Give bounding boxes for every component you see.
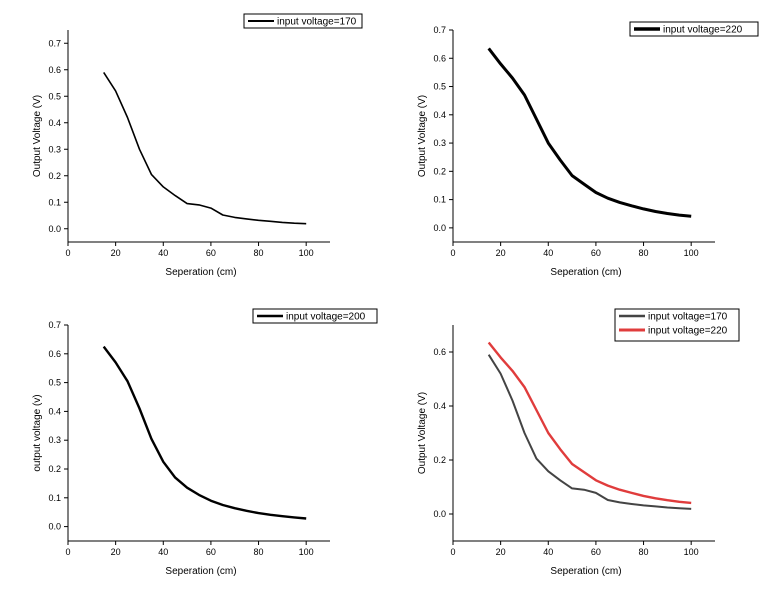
x-tick-label: 0 bbox=[65, 547, 70, 557]
x-axis-label: Seperation (cm) bbox=[165, 267, 236, 278]
x-tick-label: 100 bbox=[684, 547, 699, 557]
y-tick-label: 0.1 bbox=[48, 493, 61, 503]
x-tick-label: 100 bbox=[299, 248, 314, 258]
x-tick-label: 20 bbox=[496, 547, 506, 557]
x-tick-label: 100 bbox=[299, 547, 314, 557]
x-tick-label: 80 bbox=[254, 248, 264, 258]
legend-box bbox=[243, 13, 363, 29]
chart-2: 0 20 40 60 80 100 0.0 0.1 0.2 0.3 0.4 0.5 0.6 0.7 Sepe… bbox=[417, 21, 759, 278]
x-tick-label: 0 bbox=[450, 547, 455, 557]
y-tick-label: 0.4 bbox=[433, 110, 446, 120]
x-tick-label: 20 bbox=[111, 248, 121, 258]
chart-1: 0 20 40 60 80 100 0.0 0.1 0.2 0.3 0.4 0.5 0.6 0.7 Sepe… bbox=[32, 13, 363, 278]
y-tick-label: 0.3 bbox=[48, 144, 61, 154]
x-tick-label: 20 bbox=[496, 248, 506, 258]
x-tick-label: 40 bbox=[158, 248, 168, 258]
y-tick-label: 0.4 bbox=[48, 406, 61, 416]
series-line bbox=[102, 345, 307, 520]
x-tick-label: 40 bbox=[543, 547, 553, 557]
chart-3: 0 20 40 60 80 100 0.0 0.1 0.2 0.3 0.4 0.5 0.6 0.7 Sepe… bbox=[32, 308, 378, 577]
x-tick-label: 0 bbox=[65, 248, 70, 258]
y-tick-label: 0.0 bbox=[48, 522, 61, 532]
y-axis-label: Output Voltage (V) bbox=[417, 95, 428, 177]
y-axis-label: output voltage (v) bbox=[32, 394, 43, 471]
legend-label: input voltage=200 bbox=[286, 312, 366, 323]
y-tick-label: 0.6 bbox=[48, 349, 61, 359]
y-tick-label: 0.0 bbox=[433, 223, 446, 233]
y-axis-label: Output Voltage (V) bbox=[417, 392, 428, 474]
y-tick-label: 0.2 bbox=[433, 455, 446, 465]
y-tick-label: 0.6 bbox=[433, 347, 446, 357]
x-tick-label: 40 bbox=[158, 547, 168, 557]
y-tick-label: 0.0 bbox=[48, 224, 61, 234]
x-tick-label: 60 bbox=[591, 547, 601, 557]
y-tick-label: 0.4 bbox=[433, 401, 446, 411]
x-tick-label: 60 bbox=[591, 248, 601, 258]
x-tick-label: 100 bbox=[684, 248, 699, 258]
series-line bbox=[103, 71, 307, 225]
series-line bbox=[487, 47, 692, 218]
y-tick-label: 0.3 bbox=[433, 138, 446, 148]
x-tick-label: 60 bbox=[206, 547, 216, 557]
legend-label: input voltage=170 bbox=[277, 17, 357, 28]
y-tick-label: 0.3 bbox=[48, 435, 61, 445]
y-tick-label: 0.2 bbox=[433, 166, 446, 176]
y-tick-label: 0.2 bbox=[48, 464, 61, 474]
y-tick-label: 0.5 bbox=[48, 91, 61, 101]
x-tick-label: 80 bbox=[639, 547, 649, 557]
y-tick-label: 0.5 bbox=[48, 378, 61, 388]
x-tick-label: 60 bbox=[206, 248, 216, 258]
legend-box bbox=[614, 308, 740, 342]
x-tick-label: 0 bbox=[450, 248, 455, 258]
x-tick-label: 40 bbox=[543, 248, 553, 258]
series-line bbox=[487, 341, 692, 505]
x-axis-label: Seperation (cm) bbox=[550, 267, 621, 278]
x-axis-label: Seperation (cm) bbox=[550, 566, 621, 577]
y-tick-label: 0.2 bbox=[48, 171, 61, 181]
legend-box bbox=[252, 308, 378, 324]
legend-box bbox=[629, 21, 759, 37]
x-tick-label: 80 bbox=[254, 547, 264, 557]
series-line bbox=[487, 354, 692, 510]
y-tick-label: 0.0 bbox=[433, 509, 446, 519]
legend-label: input voltage=170 bbox=[648, 312, 728, 323]
legend-label: input voltage=220 bbox=[663, 25, 743, 36]
x-tick-label: 20 bbox=[111, 547, 121, 557]
y-tick-label: 0.6 bbox=[48, 65, 61, 75]
y-tick-label: 0.1 bbox=[48, 197, 61, 207]
y-tick-label: 0.7 bbox=[48, 38, 61, 48]
y-tick-label: 0.7 bbox=[48, 320, 61, 330]
chart-4: 0 20 40 60 80 100 0.0 0.2 0.4 0.6 Seperation (cm) O… bbox=[417, 308, 740, 577]
y-tick-label: 0.6 bbox=[433, 53, 446, 63]
y-tick-label: 0.4 bbox=[48, 118, 61, 128]
legend-label: input voltage=220 bbox=[648, 326, 728, 337]
y-tick-label: 0.5 bbox=[433, 82, 446, 92]
y-tick-label: 0.1 bbox=[433, 195, 446, 205]
y-axis-label: Output Voltage (V) bbox=[32, 95, 43, 177]
y-tick-label: 0.7 bbox=[433, 25, 446, 35]
x-tick-label: 80 bbox=[639, 248, 649, 258]
x-axis-label: Seperation (cm) bbox=[165, 566, 236, 577]
